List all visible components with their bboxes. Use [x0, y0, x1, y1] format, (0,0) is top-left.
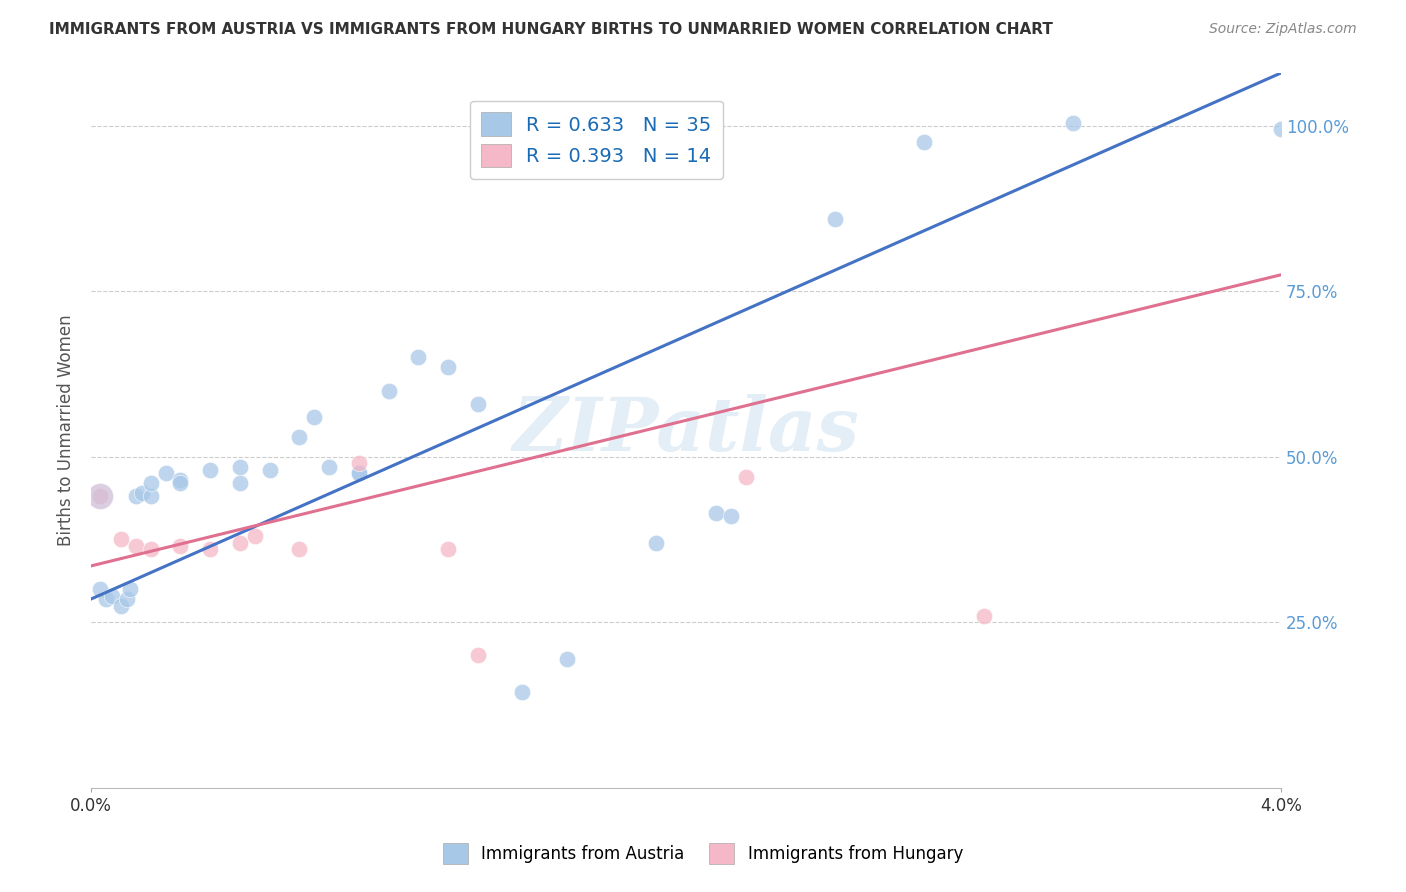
Point — [512, 684, 534, 698]
Point — [94, 591, 117, 606]
Point — [229, 459, 252, 474]
Point — [139, 490, 162, 504]
Point — [139, 542, 162, 557]
Point — [347, 467, 370, 481]
Point — [318, 459, 340, 474]
Point — [1270, 122, 1292, 136]
Point — [89, 490, 111, 504]
Point — [437, 360, 460, 375]
Point — [555, 651, 578, 665]
Point — [720, 509, 742, 524]
Point — [467, 397, 489, 411]
Point — [347, 467, 370, 481]
Legend: Immigrants from Austria, Immigrants from Hungary: Immigrants from Austria, Immigrants from… — [436, 837, 970, 871]
Text: ZIPatlas: ZIPatlas — [513, 394, 859, 467]
Point — [408, 351, 430, 365]
Point — [734, 469, 756, 483]
Point — [912, 136, 935, 150]
Point — [377, 384, 399, 398]
Point — [229, 476, 252, 491]
Point — [131, 486, 153, 500]
Point — [302, 410, 325, 425]
Point — [169, 473, 191, 487]
Y-axis label: Births to Unmarried Women: Births to Unmarried Women — [58, 315, 75, 546]
Point — [110, 533, 132, 547]
Point — [243, 529, 266, 543]
Point — [169, 476, 191, 491]
Point — [110, 599, 132, 613]
Point — [347, 456, 370, 470]
Point — [89, 582, 111, 596]
Point — [125, 490, 148, 504]
Point — [198, 463, 221, 477]
Point — [89, 490, 111, 504]
Point — [259, 463, 281, 477]
Text: IMMIGRANTS FROM AUSTRIA VS IMMIGRANTS FROM HUNGARY BIRTHS TO UNMARRIED WOMEN COR: IMMIGRANTS FROM AUSTRIA VS IMMIGRANTS FR… — [49, 22, 1053, 37]
Point — [229, 535, 252, 549]
Text: Source: ZipAtlas.com: Source: ZipAtlas.com — [1209, 22, 1357, 37]
Point — [89, 490, 111, 504]
Point — [155, 467, 177, 481]
Point — [645, 535, 668, 549]
Legend: R = 0.633   N = 35, R = 0.393   N = 14: R = 0.633 N = 35, R = 0.393 N = 14 — [470, 101, 723, 179]
Point — [467, 648, 489, 663]
Point — [115, 591, 138, 606]
Point — [125, 539, 148, 553]
Point — [437, 542, 460, 557]
Point — [288, 542, 311, 557]
Point — [139, 476, 162, 491]
Point — [288, 430, 311, 444]
Point — [1062, 115, 1084, 129]
Point — [101, 589, 124, 603]
Point — [118, 582, 141, 596]
Point — [824, 211, 846, 226]
Point — [704, 506, 727, 520]
Point — [198, 542, 221, 557]
Point — [169, 539, 191, 553]
Point — [973, 608, 995, 623]
